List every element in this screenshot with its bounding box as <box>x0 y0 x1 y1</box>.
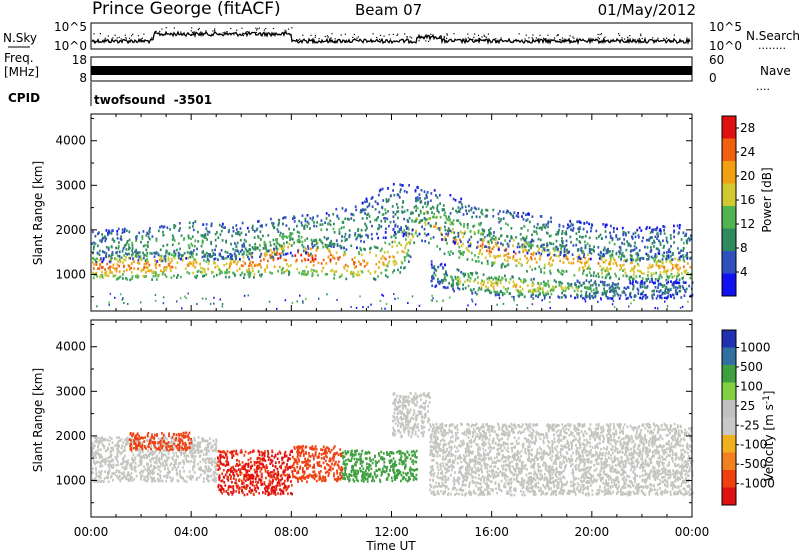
beam-title: Beam 07 <box>355 1 422 19</box>
velocity-panel: 4000 3000 2000 1000 Slant Range [km] 1000 50… <box>31 319 776 518</box>
x-tick-label: 08:00 <box>274 525 309 539</box>
power-colorbar-tick: 28 <box>740 121 755 135</box>
freq-left-tick-bottom: 8 <box>79 71 87 85</box>
power-colorbar-tick: 16 <box>740 193 755 207</box>
velocity-colorbar-tick: 25 <box>740 399 755 413</box>
velocity-colorbar-tick: -500 <box>740 457 767 471</box>
velocity-colorbar-tick: -100 <box>740 438 767 452</box>
x-tick-label: 00:00 <box>675 525 710 539</box>
velocity-colorbar-tick: 500 <box>740 360 763 374</box>
frequency-trace <box>91 66 692 75</box>
power-colorbar-label: Power [dB] <box>760 167 774 232</box>
date-title: 01/May/2012 <box>598 1 696 19</box>
frequency-panel: 18 8 60 0 <box>72 53 725 85</box>
x-tick-label: 12:00 <box>374 525 409 539</box>
x-tick-label: 16:00 <box>474 525 509 539</box>
cpid-value: twofsound -3501 <box>94 93 212 107</box>
y-tick-label: 3000 <box>55 384 86 398</box>
x-tick-label: 20:00 <box>575 525 610 539</box>
power-colorbar-tick: 20 <box>740 169 755 183</box>
power-colorbar-tick: 24 <box>740 145 755 159</box>
y-tick-label: 1000 <box>55 267 86 281</box>
velocity-colorbar-label: Velocity [m s-1] <box>762 391 776 482</box>
y-tick-label: 4000 <box>55 134 86 148</box>
y-tick-label: 2000 <box>55 223 86 237</box>
nsearch-label: N.Search <box>746 29 800 43</box>
noise-trace <box>91 27 691 46</box>
velocity-colorbar-tick: 1000 <box>740 341 771 355</box>
freq-label-line1: Freq. <box>4 51 34 65</box>
velocity-ylabel: Slant Range [km] <box>31 368 45 472</box>
x-tick-label: 00:00 <box>74 525 109 539</box>
power-scatter <box>91 182 694 310</box>
velocity-scatter <box>91 391 694 497</box>
freq-right-tick-bottom: 0 <box>709 71 717 85</box>
cpid-label: CPID <box>8 91 40 105</box>
power-colorbar-tick: 12 <box>740 217 755 231</box>
station-title: Prince George (fitACF) <box>92 0 281 19</box>
x-tick-label: 04:00 <box>174 525 209 539</box>
velocity-colorbar-tick: -1000 <box>740 477 775 491</box>
freq-left-tick-top: 18 <box>72 53 87 67</box>
noise-right-tick-top: 10^5 <box>709 20 742 34</box>
freq-label-line2: [MHz] <box>4 65 39 79</box>
nave-key: .... <box>756 80 770 93</box>
freq-right-tick-top: 60 <box>709 53 724 67</box>
noise-left-tick-top: 10^5 <box>54 20 87 34</box>
time-axis-labels: 00:00 04:00 08:00 12:00 16:00 20:00 00:00 <box>74 525 710 539</box>
nave-label: Nave <box>760 64 791 78</box>
noise-left-tick-bottom: 10^0 <box>54 39 87 53</box>
y-tick-label: 2000 <box>55 429 86 443</box>
time-axis-title: Time UT <box>365 539 416 553</box>
y-tick-label: 3000 <box>55 178 86 192</box>
velocity-colorbar-tick: -25 <box>740 418 760 432</box>
nsky-label: N.Sky <box>3 31 37 45</box>
y-tick-label: 1000 <box>55 473 86 487</box>
velocity-colorbar: 1000 500 100 25 -25 -100 -500 -1000 <box>721 329 775 506</box>
power-panel: 4000 3000 2000 1000 Slant Range [km] 28 24 20… <box>31 113 774 312</box>
nsearch-key: ........ <box>758 39 786 52</box>
noise-panel: 10^5 10^0 10^5 10^0 <box>54 20 742 53</box>
noise-right-tick-bottom: 10^0 <box>709 39 742 53</box>
power-colorbar-tick: 8 <box>740 241 748 255</box>
velocity-colorbar-tick: 100 <box>740 379 763 393</box>
power-colorbar-tick: 4 <box>740 265 748 279</box>
y-tick-label: 4000 <box>55 340 86 354</box>
power-axes: 4000 3000 2000 1000 <box>55 114 693 311</box>
power-colorbar: 28 24 20 16 12 8 4 <box>721 115 755 297</box>
velocity-axes: 4000 3000 2000 1000 <box>55 320 693 517</box>
power-ylabel: Slant Range [km] <box>31 161 45 265</box>
